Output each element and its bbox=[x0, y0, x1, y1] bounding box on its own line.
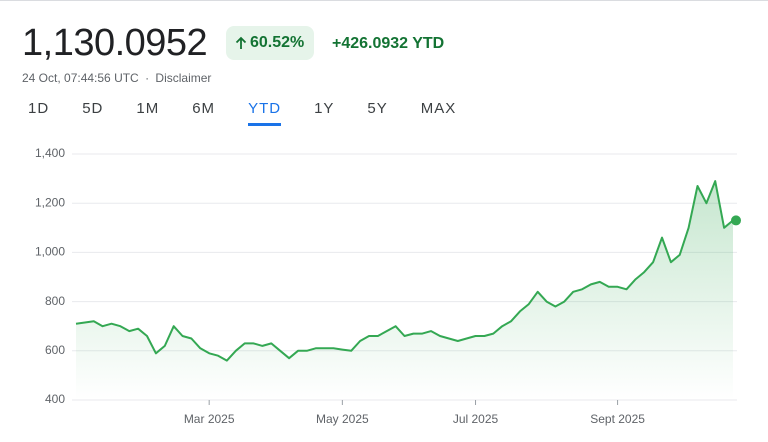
range-tab[interactable]: 1M bbox=[136, 100, 160, 117]
meta: 24 Oct, 07:44:56 UTC · Disclaimer bbox=[22, 71, 214, 85]
timestamp: 24 Oct, 07:44:56 UTC bbox=[22, 71, 139, 85]
x-tick-label: Jul 2025 bbox=[453, 412, 499, 426]
change-percent: 60.52% bbox=[250, 34, 305, 51]
price-line bbox=[75, 180, 734, 362]
y-tick-label: 1,200 bbox=[35, 195, 65, 209]
range-tab[interactable]: 6M bbox=[192, 100, 216, 117]
separator: · bbox=[145, 71, 150, 85]
range-tabs: 1D 5D 1M 6M YTD 1Y 5Y MAX bbox=[28, 100, 489, 126]
range-tab[interactable]: 1Y bbox=[314, 100, 335, 117]
disclaimer-link[interactable]: Disclaimer bbox=[155, 71, 212, 85]
y-tick-label: 800 bbox=[45, 294, 65, 308]
change-pill: 60.52% bbox=[226, 26, 315, 60]
price: 1,130.0952 bbox=[22, 22, 208, 64]
y-tick-label: 1,400 bbox=[35, 146, 65, 160]
x-tick-label: Sept 2025 bbox=[590, 412, 645, 426]
y-tick-label: 600 bbox=[45, 343, 65, 357]
up-arrow-icon bbox=[235, 36, 247, 49]
range-tab[interactable]: YTD bbox=[248, 100, 282, 126]
range-tab[interactable]: 5D bbox=[82, 100, 104, 117]
y-tick-label: 400 bbox=[45, 392, 65, 406]
range-tab[interactable]: MAX bbox=[420, 100, 457, 117]
range-tab[interactable]: 5Y bbox=[367, 100, 388, 117]
y-tick-label: 1,000 bbox=[35, 245, 65, 259]
area bbox=[76, 181, 733, 400]
x-tick-label: May 2025 bbox=[316, 412, 369, 426]
x-tick-label: Mar 2025 bbox=[184, 412, 235, 426]
last-point bbox=[731, 215, 741, 226]
change-abs: +426.0932 YTD bbox=[332, 35, 445, 52]
range-tab[interactable]: 1D bbox=[28, 100, 50, 117]
